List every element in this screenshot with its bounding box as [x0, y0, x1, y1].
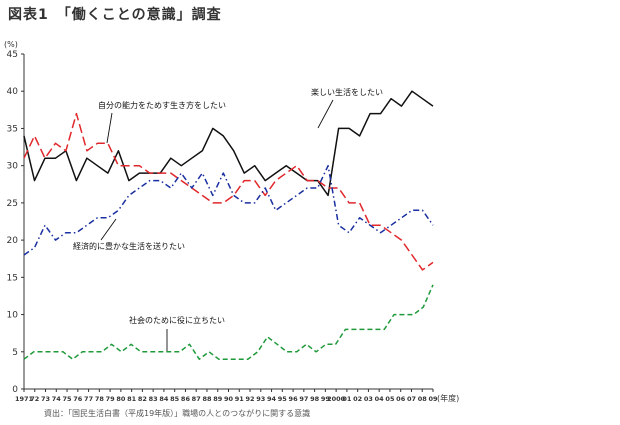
x-tick-label: 2000 — [327, 395, 346, 403]
x-tick-label: 08 — [418, 395, 428, 403]
source-note: 資出：「国民生活白書（平成19年版）」職場の人とのつながりに関する意識 — [44, 409, 311, 418]
series-line-4 — [23, 284, 434, 360]
y-tick-label: 0 — [12, 385, 18, 395]
annotation-label: 経済的に豊かな生活を送りたい — [73, 241, 185, 251]
x-tick-label: 74 — [52, 395, 62, 403]
x-tick-label: 99 — [321, 395, 331, 403]
x-tick-label: 79 — [106, 395, 116, 403]
x-tick-label: 86 — [181, 395, 191, 403]
x-tick-label: 87 — [192, 395, 201, 403]
x-tick-label: 06 — [396, 395, 406, 403]
x-tick-label: 75 — [63, 395, 73, 403]
y-tick-label: 5 — [12, 348, 18, 358]
x-tick-label: 01 — [342, 395, 352, 403]
y-tick-label: 35 — [7, 124, 18, 134]
annotation-leader — [317, 99, 334, 129]
x-tick-label: 04 — [375, 395, 385, 403]
y-tick-label: 15 — [7, 273, 18, 283]
x-tick-label: 88 — [202, 395, 212, 403]
annotation-label: 社会のために役に立ちたい — [129, 315, 225, 325]
series-line-2 — [23, 112, 434, 271]
y-axis-unit: (%) — [4, 40, 18, 49]
x-tick-label: 81 — [127, 395, 137, 403]
x-tick-label: 84 — [159, 395, 169, 403]
x-tick-label: 80 — [116, 395, 126, 403]
x-tick-label: 02 — [353, 395, 362, 403]
x-tick-label: 78 — [95, 395, 105, 403]
x-tick-label: 83 — [149, 395, 158, 403]
x-tick-label: 82 — [138, 395, 147, 403]
x-tick-label: 07 — [407, 395, 416, 403]
x-tick-label: 90 — [224, 395, 234, 403]
figure-title: 図表1 「働くことの意識」調査 — [8, 7, 222, 23]
x-tick-label: 05 — [385, 395, 395, 403]
y-tick-label: 30 — [7, 162, 19, 172]
x-tick-label: 91 — [235, 395, 245, 403]
series-line-3 — [23, 164, 434, 256]
y-tick-label: 40 — [7, 87, 19, 97]
x-tick-label: 96 — [289, 395, 299, 403]
chart-series — [23, 90, 434, 360]
x-tick-label: 93 — [256, 395, 265, 403]
x-tick-label: 97 — [299, 395, 308, 403]
annotation-label: 楽しい生活をしたい — [311, 87, 383, 97]
y-tick-label: 45 — [7, 50, 18, 60]
y-tick-label: 25 — [7, 199, 18, 209]
x-tick-label: 98 — [310, 395, 320, 403]
y-tick-label: 10 — [7, 311, 19, 321]
annotation-leader — [100, 218, 117, 241]
x-tick-label: 89 — [213, 395, 223, 403]
x-tick-label: 85 — [170, 395, 180, 403]
x-tick-label: 94 — [267, 395, 277, 403]
series-line-1 — [23, 90, 434, 197]
x-tick-label: 72 — [30, 395, 39, 403]
chart-annotations: 自分の能力をためす生き方をしたい 楽しい生活をしたい経済的に豊かな生活を送りたい社… — [73, 87, 383, 351]
y-tick-label: 20 — [7, 236, 19, 246]
annotation-leader — [106, 112, 113, 144]
x-tick-label: 76 — [73, 395, 83, 403]
x-tick-label: 95 — [278, 395, 288, 403]
x-tick-label: 03 — [364, 395, 373, 403]
annotation-label: 自分の能力をためす生き方をしたい — [98, 100, 226, 110]
x-tick-label: 77 — [84, 395, 93, 403]
x-axis-unit: (年度) — [437, 393, 459, 403]
x-tick-label: 73 — [41, 395, 50, 403]
x-tick-label: 09 — [428, 395, 438, 403]
x-tick-label: 1971 — [15, 395, 34, 403]
x-tick-label: 92 — [246, 395, 255, 403]
